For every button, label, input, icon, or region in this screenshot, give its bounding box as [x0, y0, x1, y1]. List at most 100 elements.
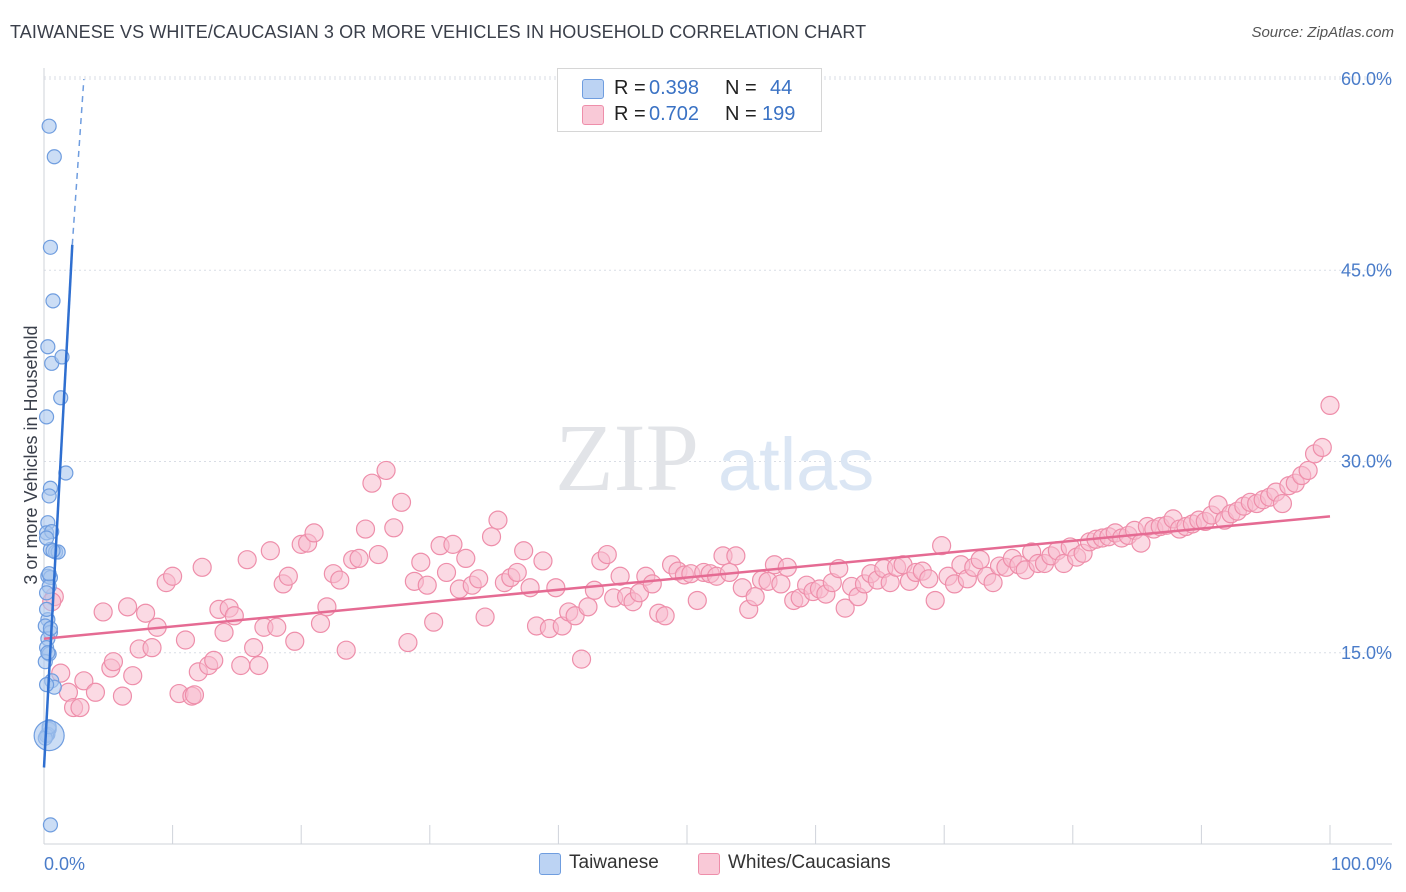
legend-swatch-taiwanese [582, 79, 604, 99]
whites-point [398, 632, 418, 653]
taiwanese-point [42, 817, 59, 833]
y-tick-label-3: 60.0% [1341, 69, 1392, 89]
whites-point [391, 492, 412, 512]
whites-point [514, 541, 534, 561]
whites-point [163, 566, 183, 586]
legend-n-label: N = [725, 103, 757, 125]
taiwanese-point [38, 530, 55, 546]
legend-row-taiwanese: R = 0.398 N = 44 [558, 75, 821, 101]
whites-point [267, 617, 287, 637]
whites-point [1312, 437, 1332, 458]
legend-n-value-whites: 199 [762, 103, 796, 125]
whites-point [184, 685, 205, 705]
tick-labels: 15.0% 30.0% 45.0% 60.0% 0.0% 100.0% [44, 69, 1392, 874]
whites-point [1320, 395, 1340, 415]
whites-point [578, 597, 598, 617]
whites-point [70, 697, 90, 718]
whites-point [231, 655, 251, 676]
legend-r-value-taiwanese: 0.398 [649, 77, 700, 99]
whites-point [278, 566, 298, 586]
whites-point [925, 590, 945, 611]
whites-point [424, 612, 444, 632]
y-tick-label-2: 45.0% [1341, 260, 1392, 280]
whites-point [74, 671, 94, 691]
whites-point [376, 460, 396, 481]
whites-point [571, 649, 592, 669]
watermark: ZIP atlas [555, 404, 874, 511]
whites-point [443, 534, 463, 554]
bottom-legend-label-taiwanese: Taiwanese [569, 852, 659, 873]
trend-lines [42, 78, 1331, 768]
taiwanese-point [38, 585, 55, 601]
y-axis-label: 3 or more Vehicles in Household [21, 325, 41, 584]
whites-point [642, 574, 662, 594]
whites-point [204, 650, 224, 671]
whites-point [123, 666, 143, 686]
taiwanese-trend-line [42, 244, 74, 768]
taiwanese-point [45, 543, 61, 559]
taiwanese-point [40, 339, 56, 355]
taiwanese-point [41, 566, 57, 582]
whites-point [175, 630, 196, 650]
legend-r-label: R = [614, 103, 646, 125]
taiwanese-point [40, 645, 56, 661]
x-tick-label-1: 100.0% [1331, 854, 1392, 874]
whites-point [584, 580, 605, 600]
whites-point [93, 602, 113, 622]
legend-row-whites: R = 0.702 N = 199 [558, 101, 821, 127]
series-whites-points [42, 395, 1340, 718]
whites-point [310, 613, 331, 634]
whites-point [726, 546, 746, 566]
y-tick-label-0: 15.0% [1341, 643, 1392, 663]
whites-point [142, 638, 162, 658]
whites-point [469, 569, 489, 589]
whites-trend-line [43, 515, 1331, 640]
whites-point [610, 566, 630, 586]
taiwanese-point [46, 149, 62, 165]
whites-point [192, 557, 212, 577]
axes [43, 68, 1392, 845]
y-tick-label-1: 30.0% [1341, 452, 1392, 472]
whites-point [285, 631, 305, 651]
whites-point [355, 519, 376, 539]
whites-point [932, 536, 952, 556]
whites-point [745, 587, 765, 607]
whites-point [304, 523, 324, 543]
taiwanese-point [53, 390, 69, 406]
whites-point [1272, 493, 1293, 514]
whites-point [475, 607, 495, 627]
taiwanese-point [42, 239, 59, 255]
whites-point [112, 686, 133, 706]
legend-n-value-taiwanese: 44 [770, 77, 793, 99]
taiwanese-point [38, 677, 55, 693]
source-label: Source: ZipAtlas.com [1251, 24, 1394, 41]
whites-point [1298, 460, 1318, 481]
whites-point [411, 552, 431, 572]
whites-point [368, 544, 388, 565]
whites-point [384, 518, 404, 538]
whites-point [330, 570, 350, 590]
whites-point [456, 548, 476, 569]
whites-point [546, 578, 566, 598]
whites-point [117, 597, 138, 617]
watermark-atlas: atlas [718, 423, 874, 506]
whites-point [135, 603, 156, 623]
whites-point [835, 598, 855, 618]
whites-point [244, 638, 264, 658]
taiwanese-trend-extension [71, 78, 85, 245]
whites-point [336, 640, 356, 660]
whites-point [481, 527, 502, 547]
bottom-legend-swatch-taiwanese [539, 853, 561, 875]
taiwanese-point-large [33, 720, 65, 752]
bottom-legend: Taiwanese Whites/Caucasians [0, 852, 1406, 878]
taiwanese-point [41, 118, 57, 134]
bottom-legend-swatch-whites [698, 853, 720, 875]
whites-point [85, 682, 106, 702]
whites-point [237, 550, 257, 570]
whites-point [970, 550, 990, 570]
whites-point [488, 510, 508, 530]
whites-point [349, 548, 369, 569]
whites-point [771, 574, 791, 594]
bottom-legend-label-whites: Whites/Caucasians [728, 852, 891, 873]
